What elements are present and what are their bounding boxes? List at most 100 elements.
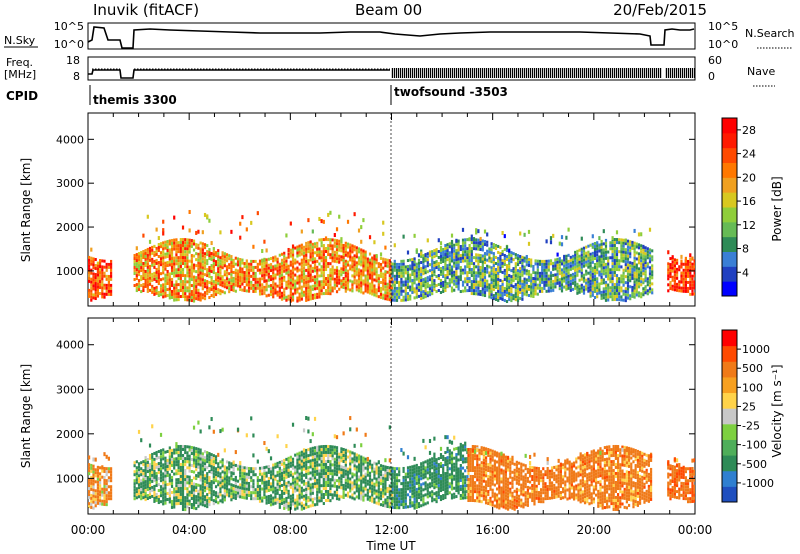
power-cell: [424, 286, 427, 290]
velocity-cell: [94, 480, 97, 484]
power-cell: [335, 275, 339, 279]
power-cell: [99, 265, 102, 269]
power-cell: [146, 286, 149, 290]
power-cell: [307, 286, 310, 290]
power-cell: [208, 257, 211, 261]
velocity-cell: [241, 492, 244, 496]
velocity-cell: [159, 449, 163, 453]
power-cell: [377, 265, 380, 269]
power-cell: [437, 256, 440, 260]
power-cell: [501, 264, 504, 268]
power-cell: [186, 247, 189, 251]
velocity-cell: [175, 457, 178, 461]
power-cell: [409, 273, 412, 277]
power-cell: [296, 269, 299, 273]
power-cell: [682, 286, 685, 290]
power-cell: [521, 285, 524, 289]
velocity-cell: [280, 492, 284, 496]
velocity-cell: [162, 478, 165, 482]
power-cell: [357, 274, 361, 278]
power-cell: [320, 271, 323, 275]
power-cell: [428, 254, 432, 258]
date-title: 20/Feb/2015: [613, 1, 707, 19]
power-cell: [510, 260, 513, 264]
power-cell: [162, 265, 165, 269]
power-cell: [294, 273, 297, 277]
power-cell: [413, 278, 416, 282]
power-cell: [689, 271, 692, 275]
power-cell: [110, 283, 113, 287]
velocity-cell: [181, 474, 185, 478]
velocity-cell: [278, 487, 281, 491]
velocity-cell: [243, 487, 246, 491]
power-cell: [613, 292, 616, 296]
velocity-cell: [258, 499, 262, 503]
power-cell: [175, 268, 178, 272]
power-cell: [494, 267, 498, 271]
power-cell: [589, 279, 592, 283]
velocity-cell: [179, 462, 182, 466]
power-cell: [94, 297, 97, 301]
power-cell: [203, 282, 207, 286]
power-cell: [400, 280, 403, 284]
power-cell: [278, 286, 281, 290]
velocity-cell: [170, 502, 174, 506]
power-cell: [344, 268, 347, 272]
power-cell: [375, 258, 378, 262]
velocity-cell: [294, 477, 297, 481]
velocity-cell: [263, 469, 266, 473]
velocity-cell: [225, 478, 229, 482]
power-cell: [349, 267, 352, 271]
power-cell: [453, 282, 456, 286]
velocity-cell: [239, 483, 242, 487]
power-cell: [375, 279, 378, 283]
power-cell: [477, 238, 480, 242]
velocity-cell: [210, 498, 213, 502]
velocity-cell: [151, 488, 154, 492]
power-cell: [105, 268, 108, 272]
velocity-cell: [157, 456, 160, 460]
velocity-cell: [313, 476, 317, 480]
power-cell: [671, 257, 674, 261]
power-cell: [560, 280, 564, 284]
power-cell: [398, 280, 401, 284]
velocity-cell: [157, 450, 160, 454]
velocity-cell: [88, 466, 91, 470]
velocity-cell: [241, 489, 244, 493]
velocity-cell: [261, 466, 264, 470]
power-cell: [388, 289, 391, 293]
power-cell: [631, 246, 634, 250]
velocity-cell: [234, 484, 237, 488]
power-cell: [289, 290, 292, 294]
power-cell: [168, 278, 171, 282]
power-cell: [322, 283, 325, 287]
power-cell: [190, 269, 193, 273]
velocity-cell: [278, 481, 281, 485]
power-cell: [175, 247, 178, 251]
velocity-cell: [223, 489, 226, 493]
velocity-cell: [313, 449, 317, 453]
power-cell: [247, 283, 251, 287]
power-cell: [265, 294, 268, 298]
power-ytick-label: 1000: [56, 265, 84, 278]
velocity-cell: [142, 475, 145, 479]
power-cell: [497, 268, 500, 272]
power-cell: [342, 267, 345, 271]
velocity-cell: [263, 472, 266, 476]
velocity-cell: [99, 478, 102, 482]
power-cell: [633, 286, 636, 290]
power-cell: [490, 275, 493, 279]
velocity-cell: [252, 497, 255, 501]
velocity-cell: [173, 457, 176, 461]
power-cell: [598, 255, 601, 259]
power-cell: [497, 295, 500, 299]
velocity-cell: [181, 498, 185, 502]
power-cell: [302, 272, 306, 276]
velocity-cell: [287, 474, 290, 478]
power-cell: [322, 247, 325, 251]
power-cell: [488, 292, 491, 296]
power-cell: [682, 277, 685, 281]
velocity-cell: [168, 500, 171, 504]
power-cell: [569, 264, 572, 268]
velocity-cell: [280, 483, 284, 487]
